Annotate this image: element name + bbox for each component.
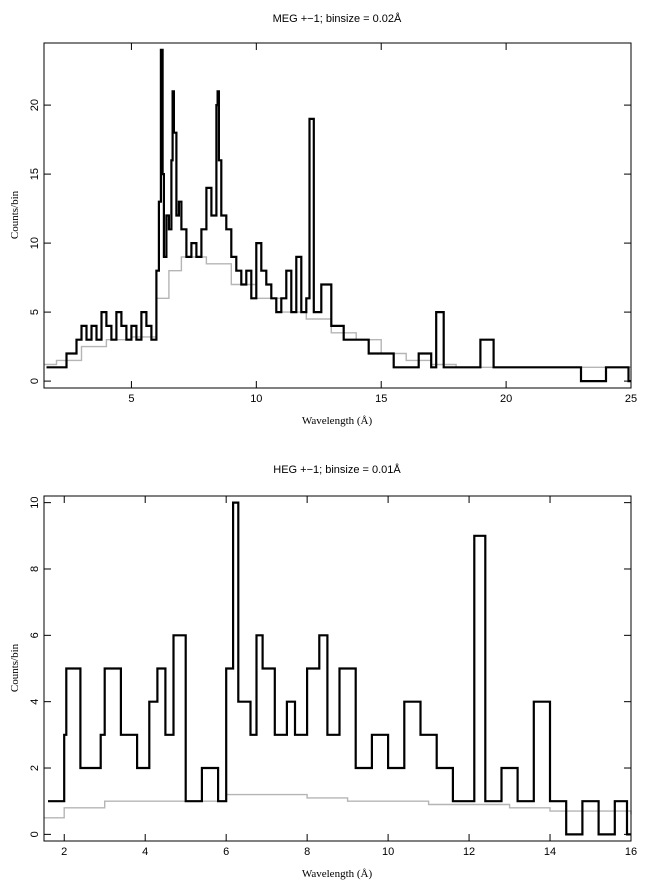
heg-chart-title: HEG +−1; binsize = 0.01Å — [273, 463, 401, 476]
heg-y-tick-label: 0 — [29, 831, 41, 837]
meg-x-tick-label: 15 — [375, 393, 387, 405]
heg-observed-series — [48, 501, 631, 836]
heg-y-tick-label: 4 — [29, 699, 41, 705]
meg-plot-frame — [43, 42, 632, 389]
meg-y-tick-label: 15 — [29, 168, 41, 180]
meg-plot-area — [44, 48, 631, 383]
heg-x-tick-label: 12 — [463, 846, 475, 858]
heg-x-tick-label: 14 — [544, 846, 556, 858]
heg-x-tick-label: 4 — [142, 846, 148, 858]
heg-y-tick-label: 6 — [29, 632, 41, 638]
meg-y-axis-label: Counts/bin — [9, 190, 21, 239]
heg-axis-ticks: 2 4 6 8 10 12 14 16 0 2 4 6 8 10 — [29, 496, 637, 858]
heg-plot-frame — [43, 495, 632, 842]
heg-y-tick-label: 2 — [29, 765, 41, 771]
heg-model-series — [44, 793, 632, 819]
heg-x-tick-label: 10 — [382, 846, 394, 858]
meg-model-series — [44, 256, 631, 368]
heg-x-tick-label: 6 — [223, 846, 229, 858]
meg-y-tick-label: 5 — [29, 309, 41, 315]
meg-observed-series — [46, 48, 631, 383]
heg-y-tick-label: 8 — [29, 566, 41, 572]
meg-x-tick-label: 5 — [128, 393, 134, 405]
meg-chart-title: MEG +−1; binsize = 0.02Å — [273, 12, 402, 25]
meg-y-tick-label: 20 — [29, 99, 41, 111]
heg-x-tick-label: 8 — [304, 846, 310, 858]
meg-axis-ticks: 5 10 15 20 25 0 5 10 15 20 — [29, 43, 637, 405]
heg-x-tick-label: 2 — [61, 846, 67, 858]
meg-x-axis-label: Wavelength (Å) — [302, 415, 373, 427]
meg-x-tick-label: 20 — [500, 393, 512, 405]
heg-plot-area — [44, 501, 632, 836]
heg-x-axis-label: Wavelength (Å) — [302, 868, 373, 880]
meg-y-tick-label: 0 — [29, 378, 41, 384]
meg-x-tick-label: 25 — [625, 393, 637, 405]
heg-y-tick-label: 10 — [29, 497, 41, 509]
heg-x-tick-label: 16 — [625, 846, 637, 858]
heg-y-axis-label: Counts/bin — [9, 643, 21, 692]
meg-y-tick-label: 10 — [29, 237, 41, 249]
meg-x-tick-label: 10 — [250, 393, 262, 405]
